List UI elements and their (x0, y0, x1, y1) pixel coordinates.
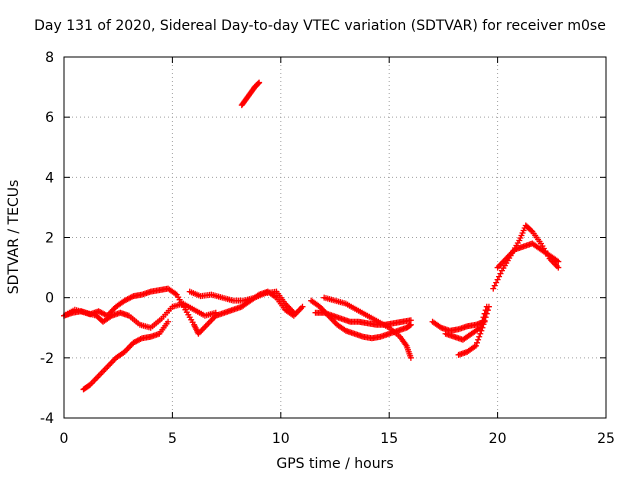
x-tick-label: 20 (489, 431, 507, 447)
data-point (485, 303, 492, 310)
data-point (555, 258, 562, 265)
series-trace-e (238, 79, 263, 109)
series-trace-m (494, 240, 562, 271)
x-tick-label: 15 (380, 431, 398, 447)
data-point (476, 333, 483, 340)
series-trace-k (455, 303, 492, 358)
data-points (61, 79, 562, 393)
y-tick-label: 8 (45, 50, 54, 66)
data-point (474, 339, 481, 346)
series-trace-b (61, 300, 219, 331)
data-point (165, 318, 172, 325)
data-point (490, 285, 497, 292)
data-point (481, 317, 488, 324)
data-point (407, 354, 414, 361)
series-trace-h (321, 294, 414, 361)
x-tick-label: 25 (597, 431, 615, 447)
data-point (496, 273, 503, 280)
y-tick-label: 4 (45, 170, 54, 186)
x-tick-label: 5 (168, 431, 177, 447)
axis-ticks: 0 5 10 15 20 25 -4 -2 0 2 4 6 8 (40, 50, 615, 447)
series-trace-c (80, 318, 172, 393)
data-point (475, 336, 482, 343)
series-trace-l (490, 222, 562, 292)
data-point (483, 310, 490, 317)
data-point (477, 330, 484, 337)
data-point (479, 324, 486, 331)
data-point (494, 276, 501, 283)
series-trace-d (186, 288, 297, 316)
data-point (482, 314, 489, 321)
data-point (484, 307, 491, 314)
x-tick-label: 0 (60, 431, 69, 447)
data-point (290, 309, 297, 316)
series-trace-g (312, 309, 414, 328)
data-point (493, 279, 500, 286)
data-point (480, 321, 487, 328)
y-tick-label: 6 (45, 110, 54, 126)
data-point (407, 317, 414, 324)
data-point (528, 227, 535, 234)
x-axis-label: GPS time / hours (276, 456, 394, 472)
y-tick-label: 2 (45, 231, 54, 247)
data-point (555, 264, 562, 271)
y-tick-label: -2 (40, 351, 54, 367)
data-point (491, 282, 498, 289)
series-trace-j (442, 303, 490, 343)
data-point (256, 79, 263, 86)
y-tick-label: -4 (40, 411, 54, 427)
y-tick-label: 0 (45, 291, 54, 307)
x-tick-label: 10 (272, 431, 290, 447)
grid-lines (64, 57, 606, 418)
data-point (212, 309, 219, 316)
data-point (478, 327, 485, 334)
data-point (497, 270, 504, 277)
data-point (299, 303, 306, 310)
chart-title: Day 131 of 2020, Sidereal Day-to-day VTE… (34, 18, 606, 34)
data-point (255, 80, 262, 87)
data-point (472, 342, 479, 349)
y-axis-label: SDTVAR / TECUs (6, 179, 22, 295)
